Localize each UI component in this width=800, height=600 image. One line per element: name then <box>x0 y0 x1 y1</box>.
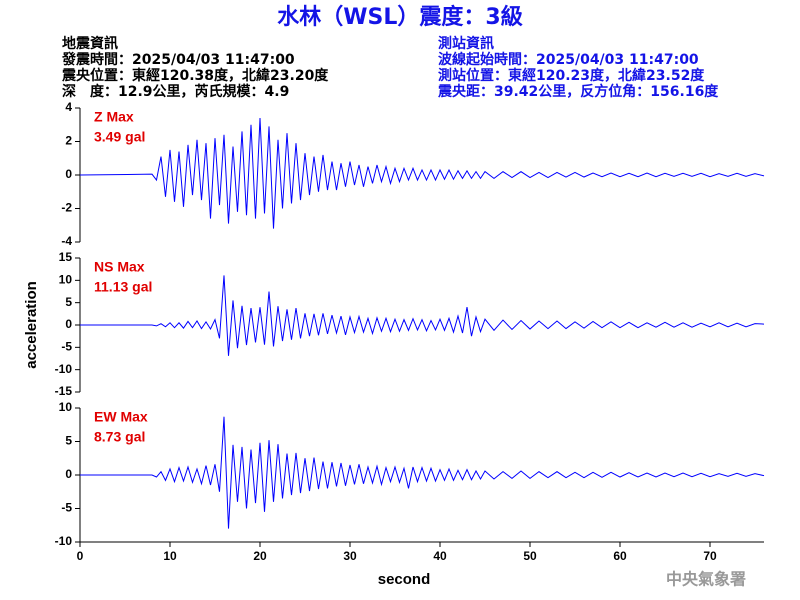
y-tick-label: -5 <box>61 501 72 515</box>
title: 水林（WSL）震度：3級 <box>277 4 522 30</box>
info-line: 測站資訊 <box>438 35 494 52</box>
y-axis-label: acceleration <box>23 281 40 369</box>
info-line: 發震時間：2025/04/03 11:47:00 <box>61 51 295 68</box>
waveform <box>80 416 765 529</box>
waveform <box>79 118 765 229</box>
x-tick-label: 70 <box>703 549 717 563</box>
y-tick-label: -15 <box>55 384 73 398</box>
y-tick-label: 5 <box>65 434 72 448</box>
y-tick-label: -4 <box>61 234 72 248</box>
y-tick-label: 2 <box>65 134 72 148</box>
y-tick-label: 5 <box>65 295 72 309</box>
max-annotation: 8.73 gal <box>94 429 145 445</box>
y-tick-label: 0 <box>65 467 72 481</box>
y-tick-label: -10 <box>55 362 73 376</box>
y-tick-label: -2 <box>61 201 72 215</box>
x-axis-label: second <box>378 571 431 588</box>
info-line: 深 度：12.9公里，芮氏規模：4.9 <box>62 83 289 100</box>
max-annotation: NS Max <box>94 259 145 275</box>
x-tick-label: 50 <box>523 549 537 563</box>
y-tick-label: 10 <box>59 273 73 287</box>
info-line: 地震資訊 <box>62 35 118 52</box>
footer: 中央氣象署 <box>666 570 746 589</box>
y-tick-label: 0 <box>65 167 72 181</box>
y-tick-label: 10 <box>59 400 73 414</box>
info-line: 測站位置：東經120.23度，北緯23.52度 <box>438 67 705 84</box>
x-tick-label: 0 <box>77 549 84 563</box>
info-line: 震央位置：東經120.38度，北緯23.20度 <box>61 67 329 84</box>
info-line: 波線起始時間：2025/04/03 11:47:00 <box>438 51 699 68</box>
max-annotation: EW Max <box>94 409 148 425</box>
y-tick-label: 15 <box>59 250 73 264</box>
waveform <box>80 275 765 356</box>
x-tick-label: 60 <box>613 549 627 563</box>
info-line: 震央距：39.42公里，反方位角：156.16度 <box>437 83 719 100</box>
y-tick-label: -5 <box>61 340 72 354</box>
max-annotation: Z Max <box>94 109 134 125</box>
y-tick-label: 4 <box>65 100 72 114</box>
x-tick-label: 30 <box>343 549 357 563</box>
x-tick-label: 20 <box>253 549 267 563</box>
x-tick-label: 40 <box>433 549 447 563</box>
x-tick-label: 10 <box>163 549 177 563</box>
y-tick-label: 0 <box>65 317 72 331</box>
y-tick-label: -10 <box>55 534 73 548</box>
max-annotation: 11.13 gal <box>94 279 152 295</box>
max-annotation: 3.49 gal <box>94 129 145 145</box>
